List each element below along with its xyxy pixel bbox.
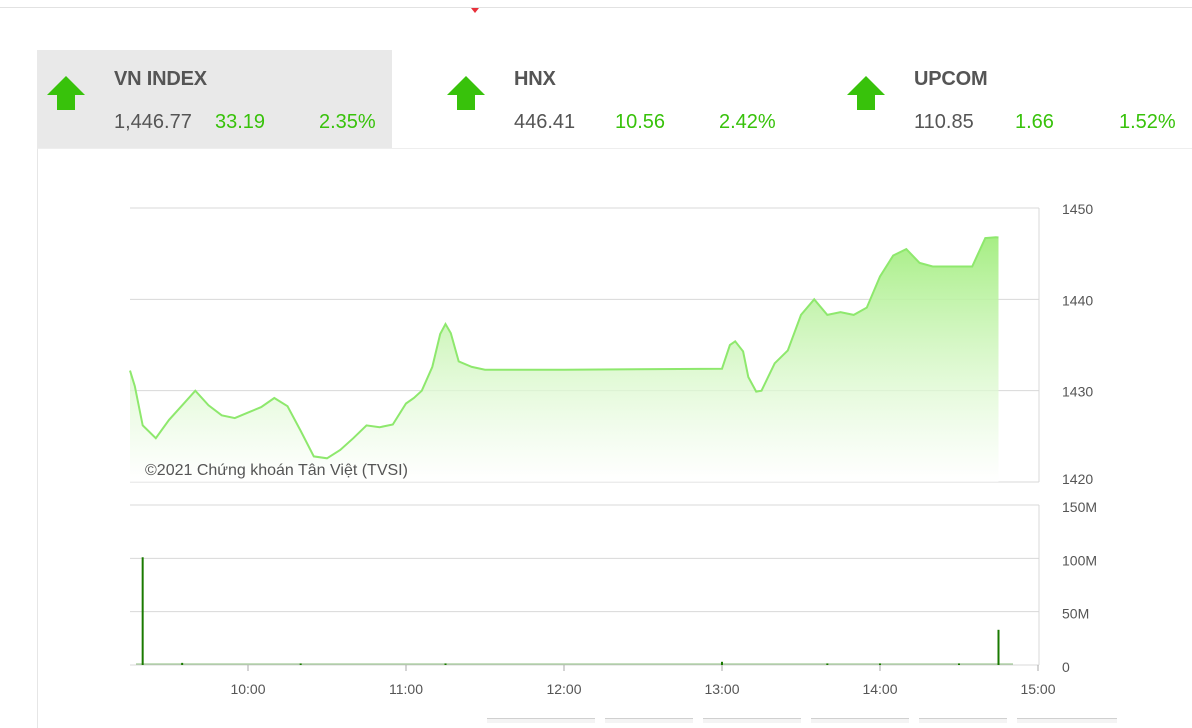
x-tick-label: 15:00 <box>1020 681 1055 697</box>
index-change: 10.56 <box>615 111 666 133</box>
index-name: HNX <box>514 68 556 90</box>
y-tick-label: 100M <box>1062 552 1097 568</box>
bottom-tab[interactable] <box>811 718 909 723</box>
volume-bar <box>141 557 144 665</box>
x-tick-label: 11:00 <box>389 681 423 697</box>
y-tick-label: 1430 <box>1062 384 1093 400</box>
index-panel-vn-index[interactable]: VN INDEX 1,446.77 33.19 2.35% <box>37 50 392 148</box>
arrow-up-icon <box>447 76 485 110</box>
index-value: 1,446.77 <box>114 111 192 133</box>
x-tick-label: 10:00 <box>230 681 265 697</box>
volume-bar <box>997 629 1000 665</box>
y-tick-label: 150M <box>1062 499 1097 515</box>
index-percent: 1.52% <box>1119 111 1176 133</box>
index-change: 1.66 <box>1015 111 1054 133</box>
index-name: UPCOM <box>914 68 988 90</box>
top-divider <box>0 7 1192 8</box>
y-tick-label: 1440 <box>1062 292 1093 308</box>
index-panel-upcom[interactable]: UPCOM 110.85 1.66 1.52% <box>837 50 1192 148</box>
bottom-tab[interactable] <box>1017 718 1117 723</box>
arrow-up-icon <box>47 76 85 110</box>
y-tick-label: 50M <box>1062 606 1089 622</box>
index-name: VN INDEX <box>114 68 207 90</box>
index-chart-panel: 1450 1440 1430 1420 ©2021 Chứng khoán Tân Vi… <box>37 148 1192 728</box>
dropdown-marker-icon <box>471 8 479 13</box>
y-tick-label: 0 <box>1062 659 1070 675</box>
y-tick-label: 1420 <box>1062 471 1093 487</box>
chart-watermark: ©2021 Chứng khoán Tân Việt (TVSI) <box>145 462 408 479</box>
bottom-tab[interactable] <box>919 718 1007 723</box>
index-value: 446.41 <box>514 111 576 133</box>
index-change: 33.19 <box>215 111 266 133</box>
x-tick-label: 14:00 <box>862 681 897 697</box>
area-fill <box>130 237 999 482</box>
bottom-tab[interactable] <box>487 718 595 723</box>
x-tick-label: 12:00 <box>546 681 581 697</box>
index-chart: 1450 1440 1430 1420 ©2021 Chứng khoán Tân Vi… <box>129 201 1097 697</box>
volume-bar <box>721 661 723 665</box>
bottom-tab[interactable] <box>605 718 693 723</box>
index-panel-hnx[interactable]: HNX 446.41 10.56 2.42% <box>437 50 792 148</box>
index-percent: 2.42% <box>719 111 776 133</box>
area-line <box>129 236 999 460</box>
x-tick-label: 13:00 <box>704 681 739 697</box>
index-value: 110.85 <box>914 111 974 133</box>
bottom-tab[interactable] <box>703 718 801 723</box>
index-percent: 2.35% <box>319 111 376 133</box>
y-tick-label: 1450 <box>1062 201 1093 217</box>
arrow-up-icon <box>847 76 885 110</box>
